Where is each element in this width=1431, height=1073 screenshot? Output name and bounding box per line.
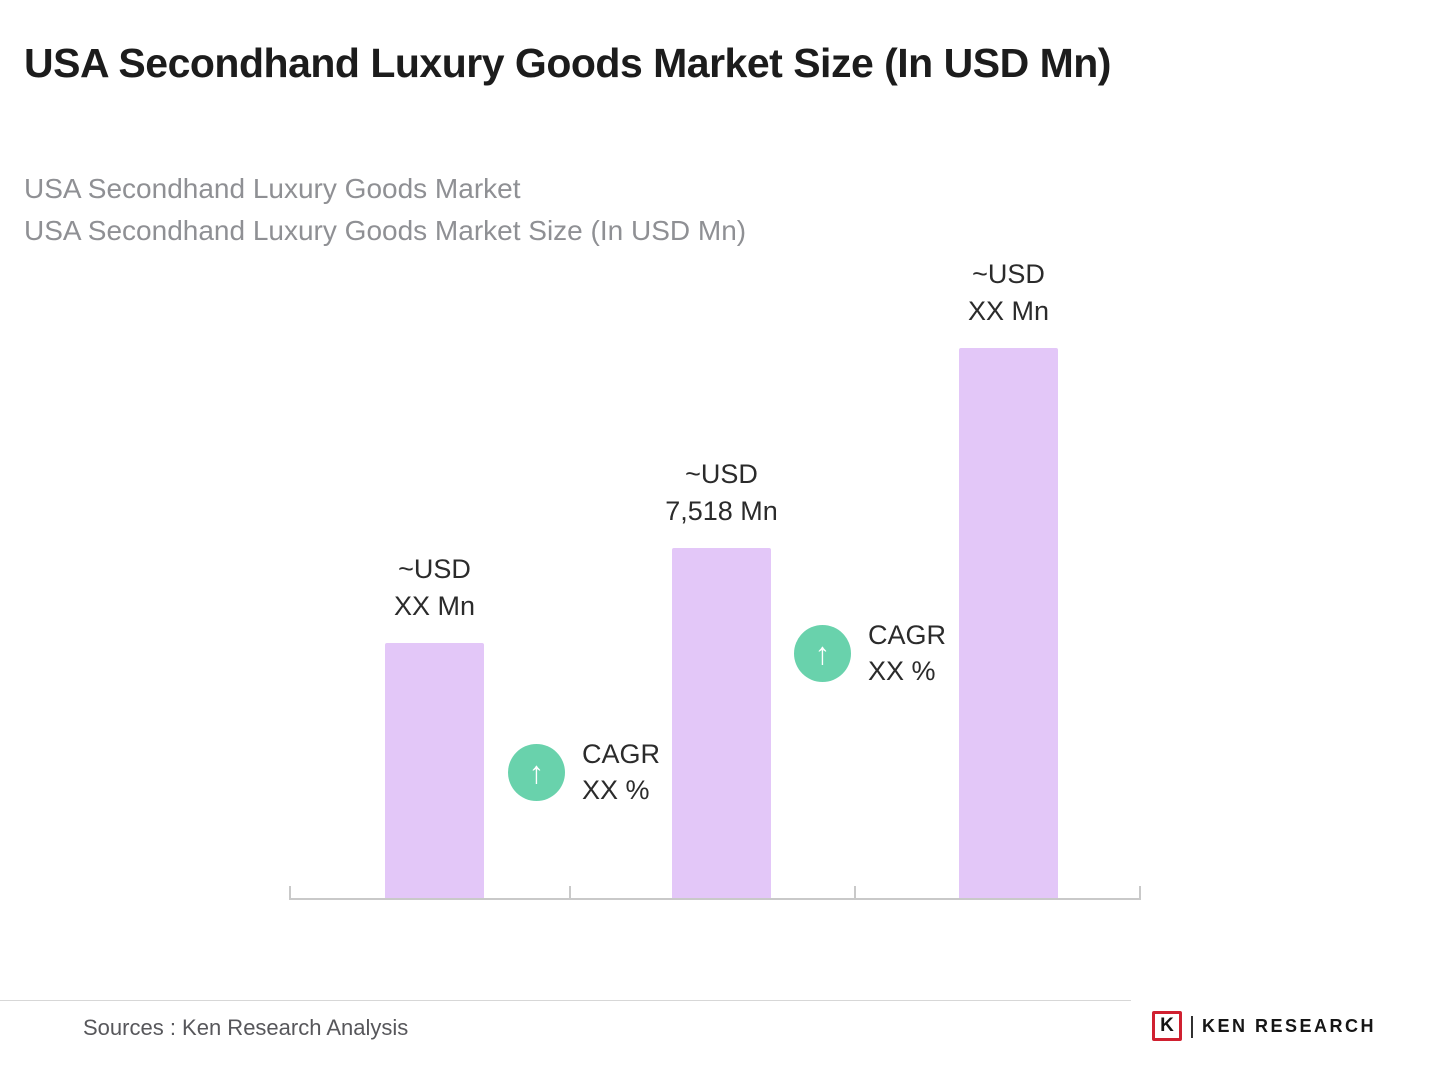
ken-research-logo: K | KEN RESEARCH bbox=[1152, 1011, 1376, 1041]
bar-value-label-3: ~USD XX Mn bbox=[968, 256, 1049, 330]
cagr-label-2: CAGR XX % bbox=[868, 617, 946, 689]
bar-label-line-2: 7,518 Mn bbox=[665, 496, 778, 526]
chart-subtitle-line-2: USA Secondhand Luxury Goods Market Size … bbox=[24, 215, 747, 246]
ken-research-logo-icon: K bbox=[1152, 1011, 1182, 1041]
cagr-label-line-2: XX % bbox=[582, 775, 650, 805]
logo-separator: | bbox=[1189, 1011, 1195, 1038]
bar-2 bbox=[672, 548, 771, 900]
bar-value-label-1: ~USD XX Mn bbox=[394, 551, 475, 625]
chart-subtitle: USA Secondhand Luxury Goods Market USA S… bbox=[24, 168, 746, 252]
x-axis-tick bbox=[289, 886, 291, 900]
bar-label-line-2: XX Mn bbox=[967, 296, 1050, 326]
bar-3 bbox=[959, 348, 1058, 900]
bar-group-1: ~USD XX Mn bbox=[385, 551, 484, 900]
arrow-up-icon: ↑ bbox=[508, 743, 565, 801]
arrow-up-icon: ↑ bbox=[794, 624, 851, 682]
cagr-annotation-2: ↑ CAGR XX % bbox=[794, 617, 946, 689]
footer-divider bbox=[0, 1000, 1131, 1001]
ken-research-logo-text: KEN RESEARCH bbox=[1201, 1015, 1377, 1036]
page-title: USA Secondhand Luxury Goods Market Size … bbox=[24, 40, 1111, 86]
x-axis-tick bbox=[854, 886, 856, 900]
bar-label-line-1: ~USD bbox=[685, 459, 758, 489]
x-axis-tick bbox=[1139, 886, 1141, 900]
bar-1 bbox=[385, 643, 484, 900]
bar-value-label-2: ~USD 7,518 Mn bbox=[665, 456, 778, 530]
cagr-annotation-1: ↑ CAGR XX % bbox=[508, 736, 660, 808]
cagr-label-line-2: XX % bbox=[868, 656, 936, 686]
bar-label-line-1: ~USD bbox=[398, 554, 471, 584]
bar-label-line-1: ~USD bbox=[972, 259, 1045, 289]
cagr-label-line-1: CAGR bbox=[868, 620, 947, 650]
x-axis-tick bbox=[569, 886, 571, 900]
bar-label-line-2: XX Mn bbox=[393, 591, 476, 621]
chart-subtitle-line-1: USA Secondhand Luxury Goods Market bbox=[24, 173, 521, 204]
x-axis-line bbox=[290, 898, 1141, 900]
cagr-label-1: CAGR XX % bbox=[582, 736, 660, 808]
cagr-label-line-1: CAGR bbox=[582, 739, 661, 769]
bar-group-3: ~USD XX Mn bbox=[959, 256, 1058, 900]
sources-text: Sources : Ken Research Analysis bbox=[83, 1015, 409, 1040]
bar-group-2: ~USD 7,518 Mn bbox=[665, 456, 778, 900]
